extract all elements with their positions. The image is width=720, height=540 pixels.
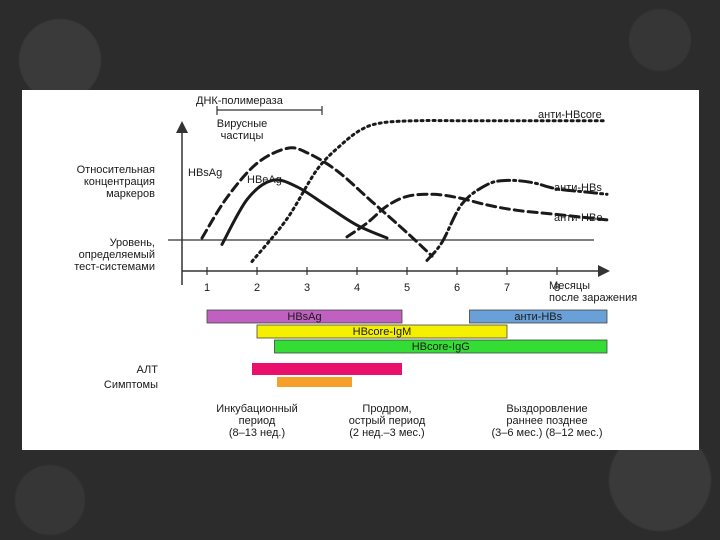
period-2-line-2: (3–6 мес.) (8–12 мес.): [491, 427, 602, 439]
threshold-label-line-2: определяемый: [79, 249, 155, 261]
x-axis-label-line-2: после заражения: [549, 292, 637, 304]
y-axis-label-line-1: Относительная: [77, 164, 155, 176]
virus-particles-label-line-1: Вирусные: [217, 118, 267, 130]
x-tick-label-6: 6: [454, 282, 460, 294]
series-group: [200, 119, 609, 263]
symptoms-label: Симптомы: [104, 379, 158, 391]
series-line-hbeag: [220, 178, 389, 246]
virus-particles-label-line-2: частицы: [221, 130, 264, 142]
threshold-label-line-3: тест-системами: [74, 261, 155, 273]
x-tick-label-1: 1: [204, 282, 210, 294]
dna-polymerase-label: ДНК-полимераза: [196, 95, 284, 107]
y-axis-label-line-2: концентрация: [84, 176, 155, 188]
x-tick-label-4: 4: [354, 282, 360, 294]
bar-label-2: HBcore-IgM: [353, 326, 412, 338]
series-label-hbeag: HBeAg: [247, 174, 282, 186]
series-label-anti-hbs: анти-HBs: [554, 182, 602, 194]
x-tick-label-2: 2: [254, 282, 260, 294]
bar-1: [469, 309, 608, 324]
period-1-line-0: Продром,: [362, 403, 411, 415]
series-label-hbsag: HBsAg: [188, 167, 222, 179]
series-label-anti-hbcore: анти-HBcore: [538, 109, 602, 121]
series-line-анти-hbe: [345, 192, 609, 239]
period-1-line-2: (2 нед.–3 мес.): [349, 427, 424, 439]
x-tick-group: 1 2 3 4 5 6 7 8: [204, 267, 560, 294]
period-2-line-0: Выздоровление: [506, 403, 587, 415]
bar-label-1: анти-HBs: [514, 311, 562, 323]
x-tick-label-7: 7: [504, 282, 510, 294]
alt-bar: [252, 363, 402, 375]
series-label-anti-hbe: анти-HBe: [554, 212, 602, 224]
bar-label-0: HBsAg: [287, 311, 321, 323]
hepatitis-b-markers-figure: Относительная концентрация маркеров Уров…: [22, 90, 699, 450]
period-0-line-1: период: [239, 415, 276, 427]
bar-0: [206, 309, 403, 324]
markers-chart: Относительная концентрация маркеров Уров…: [74, 95, 637, 439]
bar-2: [256, 324, 508, 339]
series-line-hbsag: [200, 146, 434, 258]
period-1-line-1: острый период: [349, 415, 426, 427]
x-axis-label-line-1: Месяцы: [549, 280, 590, 292]
y-axis-label-line-3: маркеров: [106, 188, 155, 200]
alt-label: АЛТ: [136, 364, 158, 376]
symptoms-bar: [277, 377, 352, 387]
bar-3: [274, 339, 608, 354]
x-tick-label-3: 3: [304, 282, 310, 294]
period-0-line-0: Инкубационный: [216, 403, 297, 415]
x-tick-label-8: 8: [554, 282, 560, 294]
bar-label-3: HBcore-IgG: [412, 341, 470, 353]
series-line-анти-hbcore: [250, 119, 609, 263]
x-tick-label-5: 5: [404, 282, 410, 294]
threshold-label-line-1: Уровень,: [110, 237, 155, 249]
period-0-line-2: (8–13 нед.): [229, 427, 285, 439]
series-line-анти-hbs: [425, 178, 609, 262]
period-2-line-1: раннее позднее: [506, 415, 587, 427]
